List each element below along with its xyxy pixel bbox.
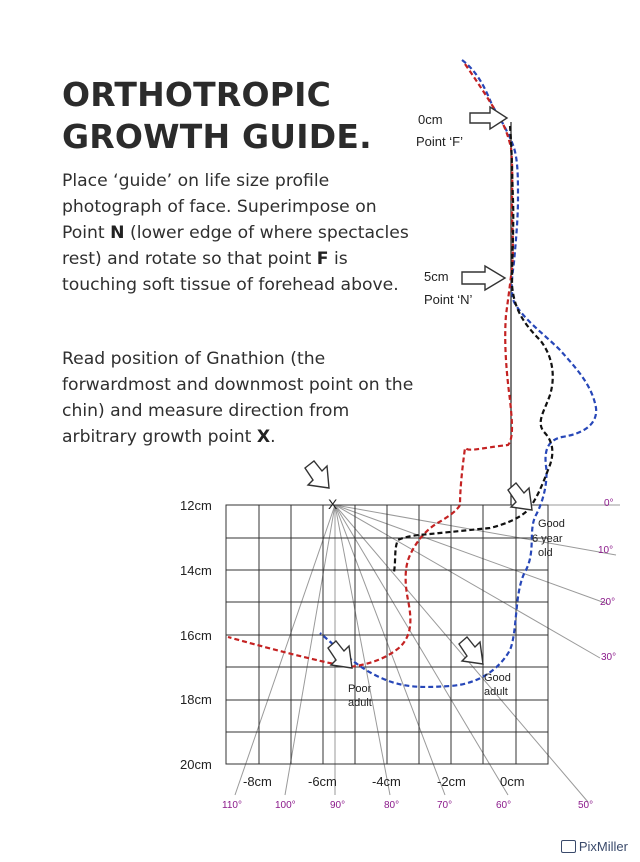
- ray-30: [334, 504, 601, 659]
- y-label: 16cm: [180, 628, 212, 643]
- angle-label: 90°: [330, 800, 345, 811]
- profile-black: [392, 125, 554, 573]
- instruction-text: .: [270, 427, 276, 447]
- arrow-right-icon: [461, 264, 507, 292]
- annotation-poor-adult-line2: adult: [348, 697, 372, 709]
- instruction-bold-n: N: [110, 223, 125, 243]
- annotation-good-6yr-line3: old: [538, 547, 553, 559]
- arrow-right-icon: [469, 105, 509, 131]
- arrow-down-right-icon: [304, 460, 330, 489]
- angle-label: 20°: [600, 597, 615, 608]
- ray-10: [334, 504, 617, 556]
- arrow-down-right-icon: [327, 639, 353, 669]
- instruction-text: Place ‘guide’ on life size profile photo…: [62, 171, 377, 243]
- point-x-label: X: [328, 496, 338, 512]
- annotation-poor-adult-line1: Poor: [348, 683, 372, 695]
- annotation-good-6yr-line2: 6 year: [532, 533, 563, 545]
- angle-label: 80°: [384, 800, 399, 811]
- watermark-text: PixMiller: [578, 839, 628, 854]
- point-n-label: Point ‘N’: [424, 292, 473, 307]
- title-line-2: GROWTH GUIDE.: [62, 117, 372, 156]
- measurement-grid: [225, 504, 549, 765]
- x-label: -2cm: [437, 774, 466, 789]
- instruction-text: Read position of Gnathion (the forwardmo…: [62, 349, 414, 447]
- photo-icon: [560, 840, 576, 853]
- angle-label: 110°: [222, 800, 242, 811]
- title-line-1: ORTHOTROPIC: [62, 75, 332, 114]
- x-label: -8cm: [243, 774, 272, 789]
- annotation-good-adult-line1: Good: [484, 672, 511, 684]
- arrow-down-right-icon: [458, 635, 484, 665]
- instruction-text: is touching soft tissue of forehead abov…: [62, 249, 399, 295]
- point-n-distance: 5cm: [424, 269, 449, 284]
- point-n-marker: [461, 264, 507, 292]
- instruction-text: (lower edge of where spectacles rest) an…: [62, 223, 409, 269]
- point-f-label: Point ‘F’: [416, 134, 463, 149]
- arrow-down-right-icon: [507, 481, 533, 511]
- instruction-paragraph-1: Place ‘guide’ on life size profile photo…: [62, 168, 422, 298]
- ray-20: [334, 504, 609, 605]
- ray-80: [334, 504, 391, 796]
- y-label: 18cm: [180, 692, 212, 707]
- instruction-paragraph-2: Read position of Gnathion (the forwardmo…: [62, 346, 422, 450]
- page-title: ORTHOTROPIC GROWTH GUIDE.: [62, 74, 372, 158]
- angle-label: 30°: [601, 652, 616, 663]
- ray-60: [334, 504, 509, 796]
- angle-label: 50°: [578, 800, 593, 811]
- x-axis-labels: -8cm -6cm -4cm -2cm 0cm: [243, 774, 525, 789]
- y-axis-labels: 12cm 14cm 16cm 18cm 20cm: [180, 498, 212, 772]
- ray-70: [334, 504, 446, 796]
- x-label: -6cm: [308, 774, 337, 789]
- ray-50: [334, 504, 589, 803]
- watermark: PixMiller: [560, 839, 628, 854]
- y-label: 20cm: [180, 757, 212, 772]
- ray-110: [234, 504, 336, 796]
- angle-labels-bottom: 110° 100° 90° 80° 70° 60° 50°: [222, 800, 593, 811]
- instruction-bold-f: F: [316, 249, 329, 269]
- angle-labels-right: 0° 10° 20° 30°: [598, 498, 616, 663]
- angle-label: 10°: [598, 545, 613, 556]
- facial-profiles: [227, 59, 598, 689]
- profile-blue: [319, 59, 598, 689]
- annotation-good-adult-line2: adult: [484, 686, 508, 698]
- profile-red: [227, 63, 514, 669]
- x-label: 0cm: [500, 774, 525, 789]
- instruction-bold-x: X: [256, 427, 271, 447]
- ray-100: [284, 504, 336, 796]
- point-f-marker: [469, 105, 509, 131]
- annotation-good-6yr-line1: Good: [538, 518, 565, 530]
- y-label: 12cm: [180, 498, 212, 513]
- angle-label: 0°: [604, 498, 614, 509]
- y-label: 14cm: [180, 563, 212, 578]
- x-label: -4cm: [372, 774, 401, 789]
- point-f-distance: 0cm: [418, 112, 443, 127]
- angle-label: 70°: [437, 800, 452, 811]
- angle-label: 60°: [496, 800, 511, 811]
- angle-label: 100°: [275, 800, 296, 811]
